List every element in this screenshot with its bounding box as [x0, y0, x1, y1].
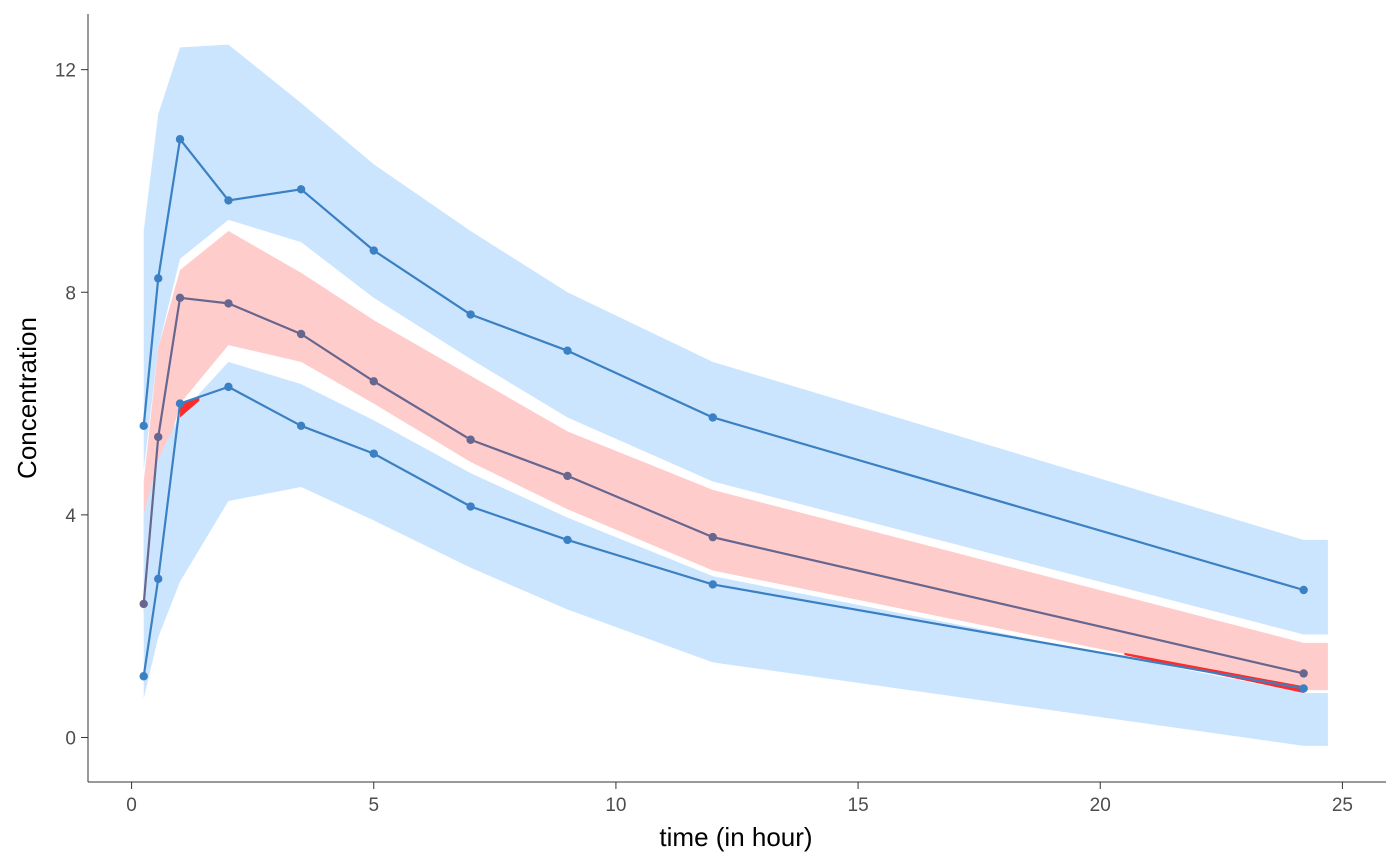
data-point-upper-percentile	[369, 246, 378, 255]
series-line-upper-percentile	[142, 138, 1304, 592]
bands-layer	[143, 44, 1328, 746]
x-axis-ticks: 0 5 10 15 20 25	[126, 782, 1353, 816]
x-tick-label: 25	[1332, 795, 1353, 816]
data-point-upper-percentile	[224, 196, 233, 205]
x-tick-label: 5	[368, 795, 379, 816]
data-point-lower-percentile	[154, 574, 163, 584]
data-point-lower-percentile	[466, 502, 475, 511]
data-point-upper-percentile	[708, 413, 717, 422]
data-point-median	[296, 329, 306, 339]
data-point-lower-percentile	[708, 580, 717, 589]
x-axis-title: time (in hour)	[659, 822, 812, 852]
data-point-lower-percentile	[369, 449, 378, 458]
x-tick-label: 15	[848, 795, 869, 816]
data-point-median	[369, 377, 378, 386]
x-tick-label: 10	[605, 795, 626, 816]
series-line-median	[142, 296, 1304, 675]
series-lines-layer	[142, 138, 1304, 690]
x-tick-label: 0	[126, 795, 137, 816]
data-point-upper-percentile	[175, 135, 185, 144]
data-point-median	[466, 435, 475, 444]
band-lower-percentile-ci	[143, 361, 1328, 746]
data-point-upper-percentile	[1299, 585, 1308, 595]
data-point-upper-percentile	[296, 185, 306, 194]
y-tick-label: 0	[65, 728, 76, 749]
data-point-median	[175, 293, 185, 303]
data-point-median	[224, 299, 233, 308]
data-point-upper-percentile	[154, 274, 163, 283]
data-point-upper-percentile	[563, 346, 572, 355]
data-point-lower-percentile	[296, 421, 306, 431]
data-point-median	[139, 599, 148, 609]
band-median-ci	[143, 231, 1328, 691]
data-point-median	[1299, 669, 1308, 678]
x-tick-label: 20	[1090, 795, 1111, 816]
data-point-upper-percentile	[139, 421, 148, 431]
data-point-lower-percentile	[139, 672, 148, 681]
series-points-layer	[139, 135, 1308, 693]
y-tick-label: 8	[65, 283, 76, 304]
data-point-lower-percentile	[175, 399, 185, 408]
data-point-lower-percentile	[224, 382, 233, 392]
data-point-upper-percentile	[466, 310, 475, 319]
data-point-lower-percentile	[1299, 684, 1308, 693]
y-tick-label: 4	[65, 506, 76, 527]
y-axis-title: Concentration	[12, 317, 42, 479]
data-point-median	[563, 471, 572, 481]
data-point-median	[708, 532, 717, 542]
y-tick-label: 12	[55, 61, 76, 82]
data-point-lower-percentile	[563, 535, 572, 545]
data-point-median	[154, 432, 163, 442]
band-upper-percentile-ci	[143, 44, 1328, 635]
y-axis-ticks: 0 4 8 12	[55, 61, 88, 749]
series-line-lower-percentile	[142, 385, 1304, 690]
